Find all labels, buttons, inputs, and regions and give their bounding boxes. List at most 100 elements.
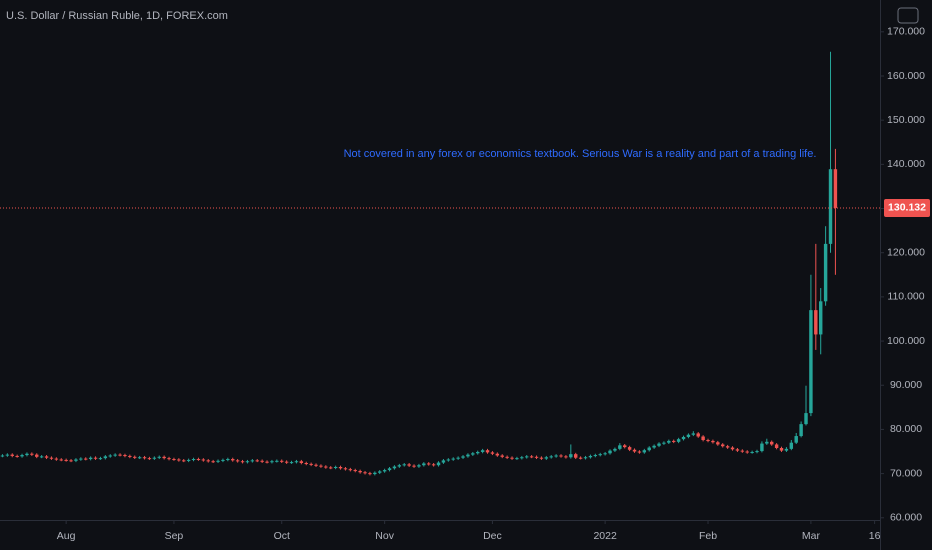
candle-body: [554, 455, 558, 457]
candle-body: [711, 440, 715, 443]
candle-body: [329, 467, 333, 469]
candle-body: [574, 454, 578, 458]
candle-body: [20, 455, 24, 457]
candle-body: [35, 454, 39, 457]
candle-body: [84, 458, 88, 460]
candle-body: [657, 443, 661, 446]
candle-body: [745, 451, 749, 453]
x-tick-label: 16: [869, 530, 881, 542]
candle-body: [79, 458, 83, 460]
candle-body: [667, 440, 671, 443]
candle-body: [770, 441, 774, 445]
candle-body: [608, 450, 612, 454]
candle-body: [133, 456, 137, 458]
candle-body: [765, 441, 769, 444]
candle-body: [275, 460, 279, 462]
candle-body: [363, 472, 367, 474]
candle-body: [618, 445, 622, 449]
candle-body: [814, 310, 818, 335]
candle-body: [333, 466, 338, 468]
x-tick-label: Oct: [274, 530, 290, 542]
candle-body: [534, 456, 539, 458]
candle-body: [500, 455, 504, 457]
x-tick-label: Aug: [57, 530, 76, 542]
candle-body: [343, 468, 348, 470]
x-tick-label: Nov: [375, 530, 394, 542]
y-tick-label: 160.000: [887, 70, 925, 82]
candle-body: [676, 439, 681, 442]
candle-body: [250, 460, 255, 462]
candle-body: [157, 456, 161, 458]
candle-body: [809, 310, 813, 414]
candle-body: [549, 456, 553, 458]
candle-body: [235, 460, 240, 462]
chart-title: U.S. Dollar / Russian Ruble, 1D, FOREX.c…: [6, 10, 228, 22]
candle-body: [760, 443, 764, 452]
candle-body: [755, 451, 759, 453]
candle-body: [260, 460, 264, 462]
y-tick-label: 170.000: [887, 26, 925, 38]
x-tick-label: Feb: [699, 530, 717, 542]
candle-body: [309, 463, 313, 465]
candle-body: [466, 454, 470, 457]
candle-body: [544, 457, 549, 459]
candle-body: [456, 457, 460, 459]
candle-body: [578, 457, 583, 459]
candle-body: [397, 465, 402, 467]
candle-body: [167, 458, 171, 460]
candle-body: [799, 424, 803, 437]
candle-body: [5, 454, 10, 456]
candle-body: [348, 469, 353, 471]
candle-body: [59, 459, 63, 461]
candle-body: [226, 459, 230, 461]
candle-body: [382, 470, 387, 472]
candle-body: [520, 457, 524, 459]
candle-body: [221, 459, 225, 461]
candle-body: [39, 456, 44, 458]
candle-body: [64, 459, 68, 461]
candle-body: [206, 460, 210, 462]
candle-body: [191, 459, 196, 461]
candle-body: [686, 434, 691, 437]
x-tick-label: Sep: [165, 530, 184, 542]
candle-body: [128, 455, 132, 457]
candle-body: [471, 453, 475, 455]
candle-body: [49, 457, 54, 459]
candle-body: [623, 445, 627, 448]
y-tick-label: 110.000: [887, 291, 924, 303]
candle-body: [177, 459, 181, 461]
candle-body: [696, 433, 700, 437]
candle-body: [691, 433, 696, 435]
candle-body: [539, 457, 544, 459]
candle-body: [593, 455, 598, 457]
candle-body: [314, 464, 318, 466]
candle-body: [319, 465, 323, 467]
candle-body: [0, 455, 5, 457]
candle-body: [338, 466, 343, 469]
candle-body: [15, 455, 19, 457]
candle-body: [240, 461, 245, 463]
candle-body: [407, 464, 411, 466]
candle-body: [216, 460, 220, 462]
candle-body: [196, 459, 201, 461]
candle-body: [245, 461, 250, 463]
candle-body: [510, 457, 514, 459]
candle-body: [632, 449, 637, 452]
candle-body: [324, 466, 328, 468]
candle-body: [25, 453, 29, 456]
candle-body: [201, 459, 206, 461]
candle-body: [108, 455, 112, 457]
candle-body: [30, 453, 34, 455]
candle-body: [652, 445, 656, 448]
candle-body: [505, 456, 509, 458]
candle-body: [515, 458, 519, 460]
candle-body: [716, 442, 720, 445]
candle-body: [54, 458, 59, 460]
candle-body: [672, 440, 676, 442]
x-tick-label: Mar: [802, 530, 821, 542]
candle-body: [162, 456, 166, 459]
candle-body: [88, 457, 93, 460]
settings-button[interactable]: [897, 7, 919, 24]
candle-body: [569, 454, 573, 458]
